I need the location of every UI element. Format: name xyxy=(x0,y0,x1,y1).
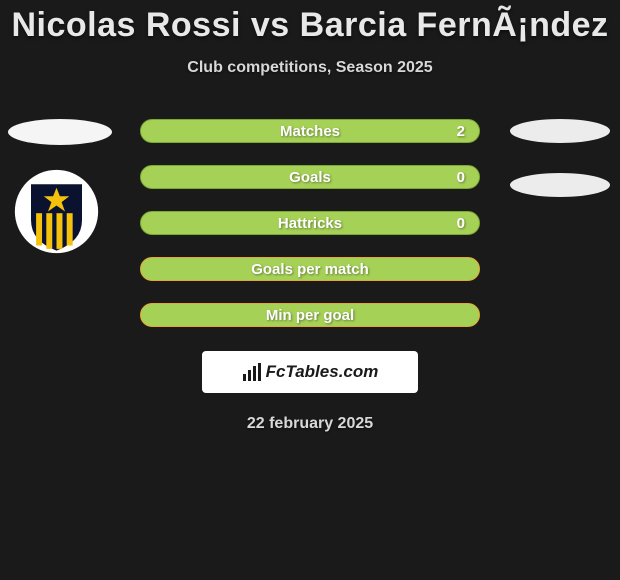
stat-label: Hattricks xyxy=(278,215,342,232)
fctables-logo: FcTables.com xyxy=(202,351,418,393)
left-flag-placeholder xyxy=(8,119,112,145)
stat-bar: Matches 2 xyxy=(140,119,480,143)
stat-bar: Goals 0 xyxy=(140,165,480,189)
left-badges-column xyxy=(8,119,112,254)
chart-icon xyxy=(242,362,262,382)
stat-value-right: 0 xyxy=(457,215,465,232)
fctables-brand-text: FcTables.com xyxy=(266,362,379,382)
comparison-area: Matches 2 Goals 0 Hattricks 0 Goals per match M… xyxy=(0,119,620,433)
stat-bar: Hattricks 0 xyxy=(140,211,480,235)
stat-rows-container: Matches 2 Goals 0 Hattricks 0 Goals per match M… xyxy=(140,119,480,327)
stat-label: Min per goal xyxy=(266,307,354,324)
footer-date: 22 february 2025 xyxy=(0,415,620,433)
stat-label: Goals per match xyxy=(251,261,369,278)
stat-bar: Goals per match xyxy=(140,257,480,281)
stat-value-right: 0 xyxy=(457,169,465,186)
stat-bar: Min per goal xyxy=(140,303,480,327)
right-flag-placeholder-1 xyxy=(510,119,610,143)
right-badges-column xyxy=(510,119,610,227)
stat-label: Matches xyxy=(280,123,340,140)
left-club-crest xyxy=(14,169,99,254)
page-title: Nicolas Rossi vs Barcia FernÃ¡ndez xyxy=(0,0,620,45)
stat-value-right: 2 xyxy=(457,123,465,140)
right-flag-placeholder-2 xyxy=(510,173,610,197)
stat-label: Goals xyxy=(289,169,331,186)
page-subtitle: Club competitions, Season 2025 xyxy=(0,59,620,77)
